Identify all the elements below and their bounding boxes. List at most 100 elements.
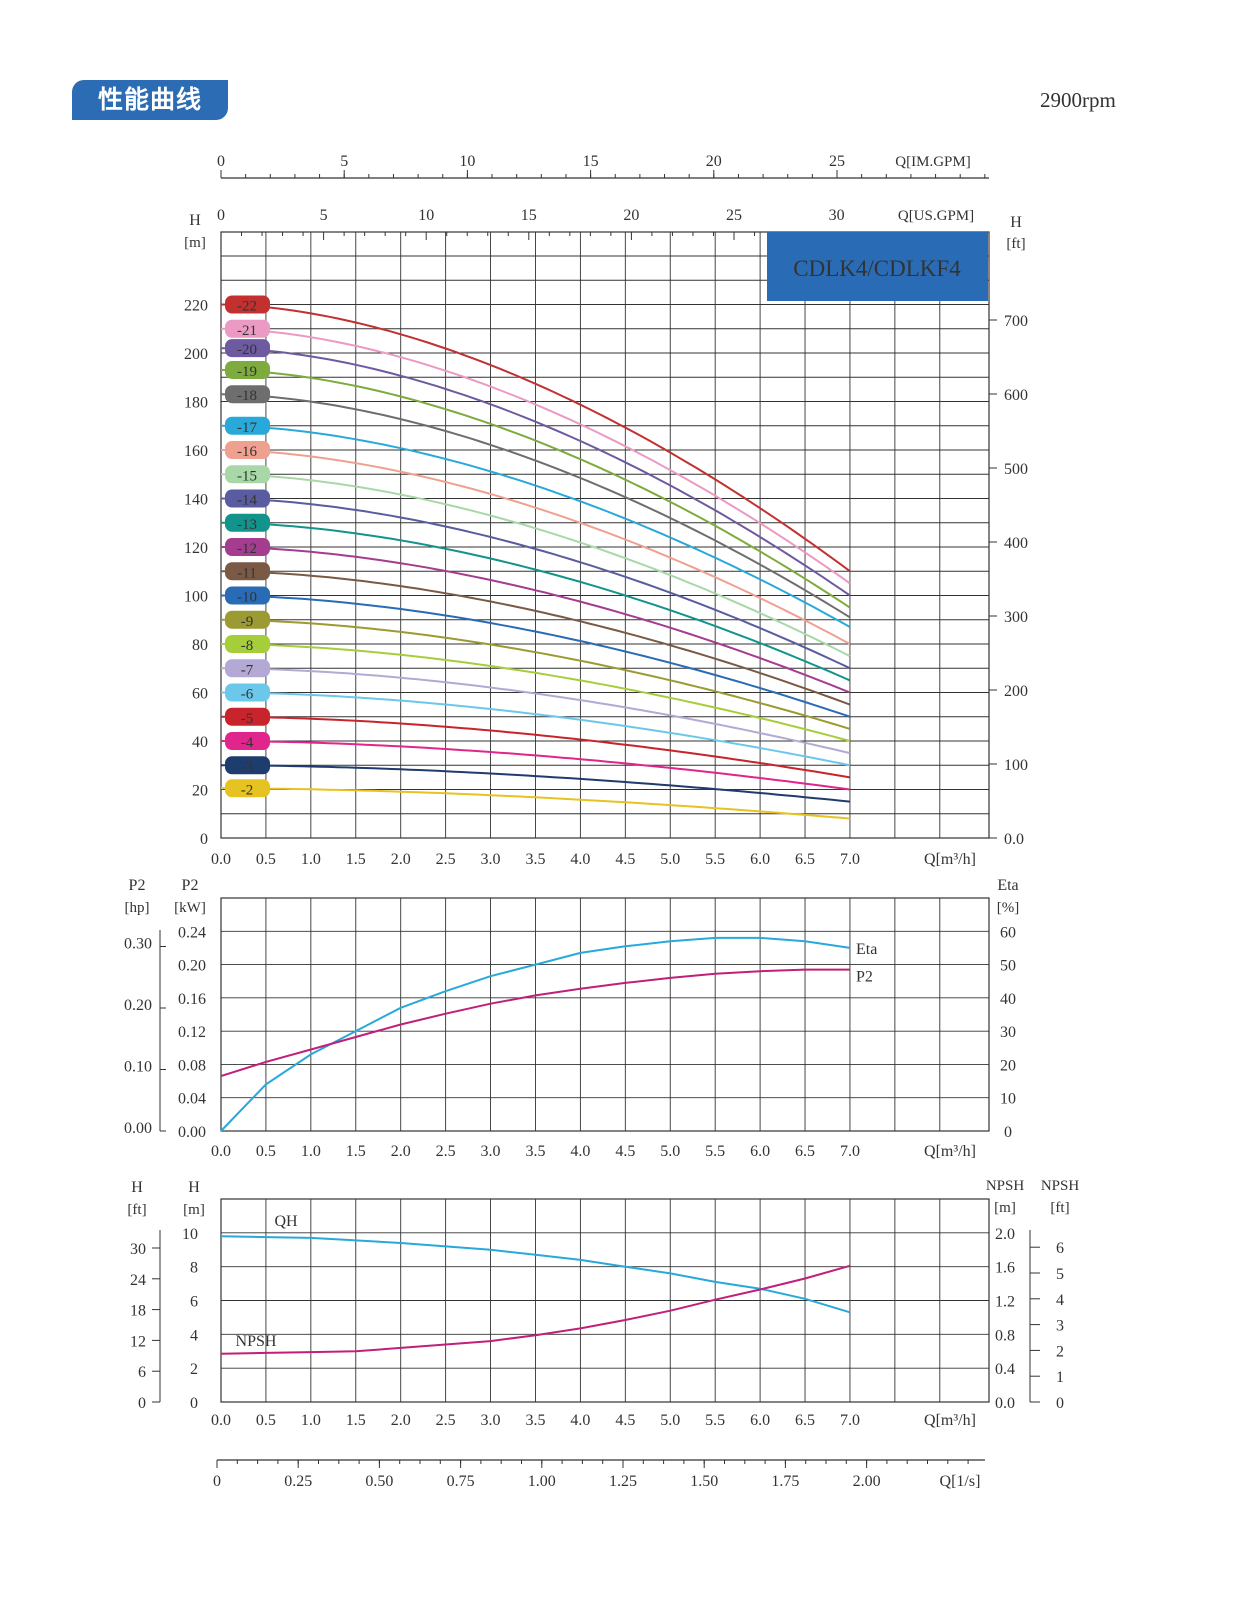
p2-eta-curve xyxy=(220,936,851,1132)
stage-badge xyxy=(225,707,270,726)
stage-badge-label: -19 xyxy=(237,364,257,380)
qh-x-axis-label: Q[m³/h] xyxy=(924,851,976,868)
qh-x-tick-label: 7.0 xyxy=(840,851,860,868)
npsh-x-tick-label: 0.5 xyxy=(256,1412,276,1429)
p2-x-tick-label: 0.5 xyxy=(256,1143,276,1160)
imgpm-tick-label: 5 xyxy=(340,153,348,170)
stage-badge-label: -22 xyxy=(237,299,257,315)
h-m-tick-label-2: 0 xyxy=(190,1395,198,1412)
eta-tick-label: 60 xyxy=(1000,924,1016,941)
p2-kw-tick-label: 0.20 xyxy=(178,958,206,975)
qh-x-tick-label: 1.5 xyxy=(346,851,366,868)
p2-kw-tick-label: 0.12 xyxy=(178,1024,206,1041)
h-m-tick-label: 20 xyxy=(192,783,208,800)
qh-series-label: QH xyxy=(274,1213,298,1230)
stage-badge xyxy=(225,732,270,750)
npsh-m-axis-unit: [m] xyxy=(994,1200,1016,1216)
npsh-x-tick-label: 7.0 xyxy=(840,1412,860,1429)
qh-x-tick-label: 4.0 xyxy=(570,851,590,868)
qh-x-tick-label: 3.5 xyxy=(525,851,545,868)
qh-curve xyxy=(220,424,851,628)
h-ft-tick-label: 500 xyxy=(1004,461,1028,478)
qh-x-tick-label: 4.5 xyxy=(615,851,635,868)
model-box-label: CDLK4/CDLKF4 xyxy=(793,256,961,281)
h-m-tick-label: 120 xyxy=(184,540,208,557)
qh-curve xyxy=(221,521,851,682)
h-ft-tick-label-2: 0 xyxy=(138,1395,146,1412)
npsh-ft-axis-title: NPSH xyxy=(1041,1178,1080,1194)
h-m-tick-label-2: 10 xyxy=(182,1226,198,1243)
p2-kw-tick-label: 0.16 xyxy=(178,991,206,1008)
qh-curve xyxy=(221,570,851,706)
h-ft-axis-title-2: H xyxy=(131,1179,143,1196)
p2-hp-axis-unit: [hp] xyxy=(125,900,150,916)
npsh-m-axis-title: NPSH xyxy=(986,1178,1025,1194)
ls-tick-label: 1.00 xyxy=(528,1473,556,1490)
h-m-axis-title: H xyxy=(189,212,201,229)
stage-badge-label: -11 xyxy=(237,565,256,581)
npsh-x-tick-label: 3.5 xyxy=(525,1412,545,1429)
p2-x-tick-label: 2.5 xyxy=(436,1143,456,1160)
stage-badge-label: -7 xyxy=(241,662,254,678)
p2-x-tick-label: 4.5 xyxy=(615,1143,635,1160)
qh-x-tick-label: 5.0 xyxy=(660,851,680,868)
qh-curve xyxy=(220,546,851,694)
npsh-ft-tick-label: 2 xyxy=(1056,1343,1064,1360)
eta-tick-label: 10 xyxy=(1000,1091,1016,1108)
usgpm-tick-label: 5 xyxy=(320,207,328,224)
stage-badge-label: -8 xyxy=(241,638,254,654)
stage-badge xyxy=(225,489,270,508)
stage-badge-label: -16 xyxy=(237,444,257,460)
h-ft-axis-unit: [ft] xyxy=(1006,236,1025,252)
p2-kw-tick-label: 0.00 xyxy=(178,1124,206,1141)
ls-tick-label: 0 xyxy=(213,1473,221,1490)
series-label: P2 xyxy=(856,969,873,986)
usgpm-tick-label: 10 xyxy=(418,207,434,224)
qh-curve xyxy=(220,594,851,718)
stage-badge xyxy=(225,360,270,379)
qh-x-tick-label: 0.0 xyxy=(211,851,231,868)
npsh-x-tick-label: 6.5 xyxy=(795,1412,815,1429)
npsh-m-tick-label: 0.8 xyxy=(995,1327,1015,1344)
p2-x-tick-label: 5.0 xyxy=(660,1143,680,1160)
stage-badge-label: -4 xyxy=(241,735,254,751)
qh-npsh-curve xyxy=(220,1235,851,1314)
stage-badge-label: -9 xyxy=(241,614,254,630)
usgpm-tick-label: 20 xyxy=(623,207,639,224)
qh-npsh-curve xyxy=(220,1264,851,1355)
p2-x-tick-label: 4.0 xyxy=(570,1143,590,1160)
h-ft-tick-label-2: 30 xyxy=(130,1241,146,1258)
npsh-x-tick-label: 6.0 xyxy=(750,1412,770,1429)
qh-curve xyxy=(220,369,851,609)
h-ft-tick-label: 600 xyxy=(1004,387,1028,404)
imgpm-tick-label: 15 xyxy=(583,153,599,170)
ls-tick-label: 1.75 xyxy=(771,1473,799,1490)
p2-x-tick-label: 1.5 xyxy=(346,1143,366,1160)
h-m-axis-unit-2: [m] xyxy=(183,1202,205,1218)
p2-hp-tick-label: 0.00 xyxy=(124,1120,152,1137)
h-m-tick-label-2: 8 xyxy=(190,1260,198,1277)
imgpm-tick-label: 10 xyxy=(459,153,475,170)
qh-curve xyxy=(221,787,850,820)
qh-curve xyxy=(221,715,851,779)
npsh-x-tick-label: 2.0 xyxy=(391,1412,411,1429)
npsh-x-tick-label: 1.5 xyxy=(346,1412,366,1429)
qh-x-tick-label: 0.5 xyxy=(256,851,276,868)
npsh-ft-tick-label: 3 xyxy=(1056,1318,1064,1335)
h-m-tick-label: 60 xyxy=(192,686,208,703)
p2-kw-tick-label: 0.04 xyxy=(178,1091,206,1108)
imgpm-axis-label: Q[IM.GPM] xyxy=(895,154,970,170)
qh-curve xyxy=(221,691,851,767)
h-m-tick-label: 200 xyxy=(184,346,208,363)
h-ft-tick-label: 400 xyxy=(1004,535,1028,552)
ls-tick-label: 2.00 xyxy=(853,1473,881,1490)
stage-badge xyxy=(225,683,270,702)
stage-badge-label: -13 xyxy=(237,517,257,533)
npsh-ft-tick-label: 0 xyxy=(1056,1395,1064,1412)
qh-x-tick-label: 5.5 xyxy=(705,851,725,868)
stage-badge-label: -5 xyxy=(241,711,254,727)
stage-badge-label: -15 xyxy=(237,468,257,484)
npsh-ft-tick-label: 5 xyxy=(1056,1266,1064,1283)
ls-tick-label: 0.50 xyxy=(365,1473,393,1490)
